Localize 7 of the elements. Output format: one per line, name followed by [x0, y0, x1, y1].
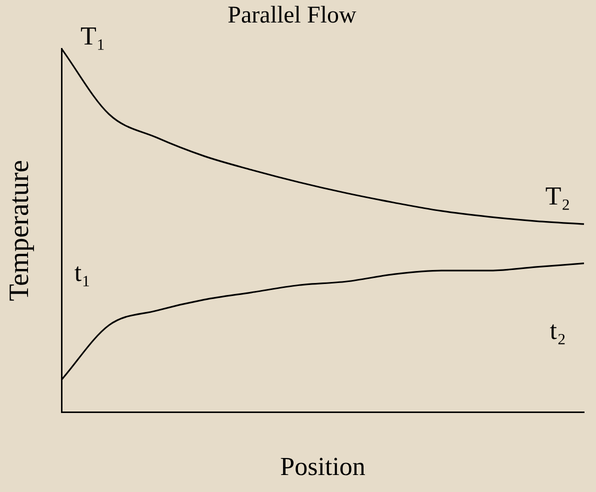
x-axis-title: Position: [280, 452, 366, 482]
annotation: T₁: [80, 22, 106, 51]
annotation: t₂: [550, 316, 566, 346]
annotation: t₁: [74, 258, 91, 288]
y-axis-title: Temperature: [4, 160, 36, 302]
annotation: T₂: [545, 182, 570, 211]
chart-title: Parallel Flow: [228, 2, 357, 29]
